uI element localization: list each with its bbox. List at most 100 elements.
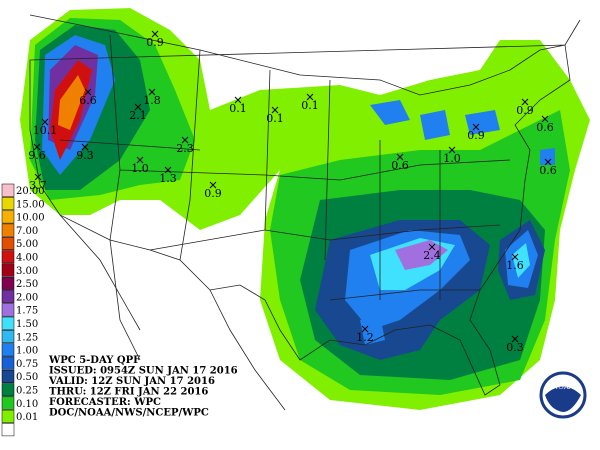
legend-label: 0.25	[16, 386, 38, 397]
legend-label: 2.50	[16, 279, 38, 290]
point-marker	[306, 93, 314, 101]
point-values: 0.9 6.6 1.8 2.1 10.1 9.6 9.3 3.7 2.3 1.0 1.3 0.9 0.1…	[28, 30, 557, 354]
legend-label: 0.10	[16, 399, 38, 410]
legend-label: 10.00	[16, 213, 45, 224]
legend-swatch	[1, 330, 15, 344]
point-value: 2.4	[423, 249, 441, 262]
point-marker	[164, 166, 172, 174]
point-value: 2.3	[176, 142, 194, 155]
point-marker	[136, 156, 144, 164]
logo-text: NOAA	[552, 383, 575, 391]
legend-swatch-zero	[1, 423, 15, 437]
legend-label: 1.00	[16, 346, 38, 357]
legend: 20.00 15.00 10.00 7.00 5.00 4.00 3.00 2.50 2.00 1…	[1, 183, 45, 437]
point-value: 0.1	[266, 112, 284, 125]
point-value: 0.9	[467, 129, 485, 142]
info-line: FORECASTER: WPC	[49, 397, 161, 408]
point-marker	[33, 143, 41, 151]
legend-swatch	[1, 223, 15, 237]
legend-label: 5.00	[16, 239, 38, 250]
point-marker	[541, 115, 549, 123]
point-value: 0.9	[204, 187, 222, 200]
point-marker	[234, 96, 242, 104]
legend-label: 1.75	[16, 306, 38, 317]
point-marker	[472, 123, 480, 131]
info-line: WPC 5-DAY QPF	[48, 355, 140, 366]
point-value: 9.6	[28, 149, 46, 162]
point-marker	[134, 103, 142, 111]
point-value: 0.3	[506, 341, 524, 354]
point-marker	[428, 243, 436, 251]
point-value: 1.6	[506, 259, 524, 272]
point-marker	[271, 106, 279, 114]
point-marker	[148, 88, 156, 96]
legend-label: 2.00	[16, 292, 38, 303]
point-value: 1.3	[159, 172, 177, 185]
point-value: 1.2	[356, 331, 374, 344]
legend-swatch	[1, 343, 15, 357]
legend-swatch	[1, 210, 15, 224]
legend-swatch	[1, 236, 15, 250]
legend-swatch	[1, 369, 15, 383]
legend-label: 15.00	[16, 199, 45, 210]
legend-label: 3.00	[16, 266, 38, 277]
point-marker	[151, 30, 159, 38]
point-value: 6.6	[79, 94, 97, 107]
info-line: DOC/NOAA/NWS/NCEP/WPC	[49, 408, 209, 419]
legend-label: 7.00	[16, 226, 38, 237]
legend-label: 0.01	[16, 412, 38, 423]
point-value: 0.9	[146, 36, 164, 49]
point-value: 10.1	[33, 124, 58, 137]
point-marker	[544, 158, 552, 166]
legend-label: 4.00	[16, 253, 38, 264]
precip-areas	[20, 8, 590, 410]
point-value: 1.8	[143, 94, 161, 107]
point-marker	[41, 118, 49, 126]
point-value: 2.1	[129, 109, 147, 122]
legend-label: 1.50	[16, 319, 38, 330]
point-value: 9.3	[76, 149, 94, 162]
legend-swatch	[1, 197, 15, 211]
point-value: 0.6	[391, 159, 409, 172]
legend-swatch	[1, 356, 15, 370]
legend-label: 1.25	[16, 332, 38, 343]
legend-swatch	[1, 250, 15, 264]
legend-label: 0.75	[16, 359, 38, 370]
legend-label: 0.50	[16, 372, 38, 383]
info-line: VALID: 12Z SUN JAN 17 2016	[48, 376, 215, 387]
point-marker	[81, 143, 89, 151]
legend-label: 20.00	[16, 186, 45, 197]
info-line: ISSUED: 0954Z SUN JAN 17 2016	[49, 366, 238, 377]
point-marker	[521, 98, 529, 106]
legend-swatch	[1, 396, 15, 410]
point-value: 1.0	[443, 152, 461, 165]
point-value: 0.6	[536, 121, 554, 134]
point-value: 0.6	[539, 164, 557, 177]
point-marker	[511, 253, 519, 261]
point-marker	[84, 88, 92, 96]
point-marker	[209, 181, 217, 189]
noaa-logo: NOAA	[539, 371, 587, 419]
legend-swatch	[1, 183, 15, 197]
boundaries	[29, 14, 581, 411]
point-value: 0.1	[301, 99, 319, 112]
info-line: THRU: 12Z FRI JAN 22 2016	[49, 387, 208, 398]
point-marker	[396, 153, 404, 161]
point-value: 0.9	[516, 104, 534, 117]
point-value: 1.0	[131, 162, 149, 175]
legend-swatch	[1, 290, 15, 304]
legend-swatch	[1, 409, 15, 423]
point-marker	[511, 335, 519, 343]
point-value: 3.7	[29, 179, 47, 192]
point-marker	[181, 136, 189, 144]
point-marker	[448, 146, 456, 154]
point-marker	[361, 325, 369, 333]
legend-swatch	[1, 383, 15, 397]
legend-swatch	[1, 303, 15, 317]
point-marker	[34, 173, 42, 181]
point-value: 0.1	[229, 102, 247, 115]
legend-swatch	[1, 263, 15, 277]
